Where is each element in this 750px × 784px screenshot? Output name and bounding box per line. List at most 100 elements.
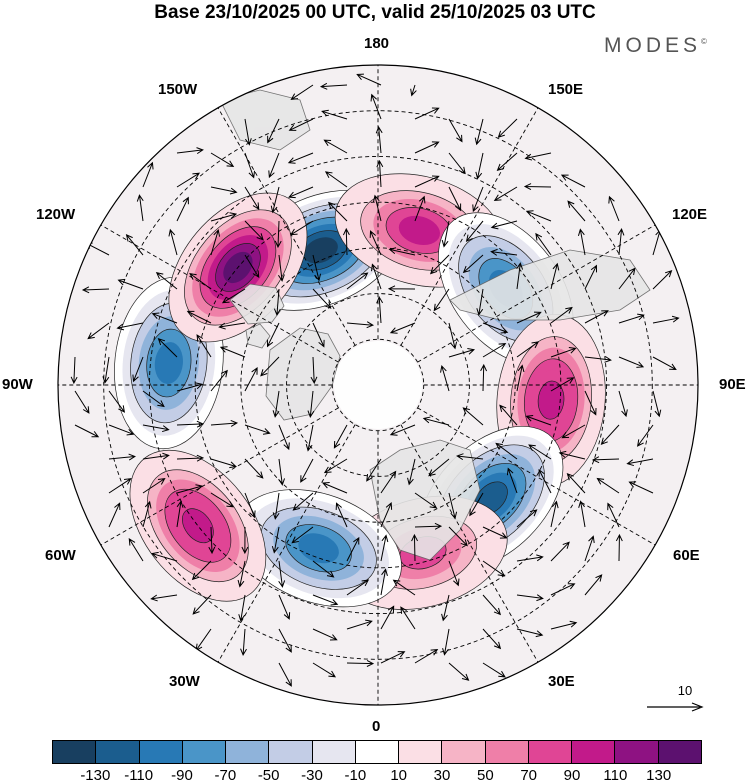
wind-arrow <box>323 458 348 474</box>
wind-arrow <box>189 272 212 290</box>
wind-arrow <box>550 262 560 290</box>
wind-arrow <box>241 526 249 555</box>
meridian-line <box>217 107 356 346</box>
wind-arrow <box>550 541 570 562</box>
wind-arrow <box>493 186 518 201</box>
wind-arrow <box>305 424 314 452</box>
meridian-line <box>417 224 656 363</box>
wind-arrow <box>538 468 552 494</box>
wind-arrow <box>310 356 318 385</box>
wind-arrow <box>474 118 484 146</box>
wind-arrow <box>525 414 552 426</box>
wind-arrow <box>596 477 620 494</box>
wind-arrow <box>370 93 382 120</box>
wind-arrow <box>490 248 518 256</box>
wind-arrow <box>267 118 280 144</box>
wind-arrow <box>186 310 212 324</box>
wind-arrow <box>600 424 620 446</box>
wind-arrow <box>155 272 178 290</box>
wind-arrow <box>560 174 586 188</box>
wind-arrow <box>277 254 285 282</box>
wind-arrow <box>287 152 314 164</box>
wind-arrow <box>615 533 623 562</box>
wind-arrow <box>525 210 552 222</box>
wind-arrow <box>448 662 470 681</box>
wind-arrow <box>448 526 468 547</box>
wind-arrow <box>584 574 603 596</box>
wind-arrow <box>372 194 382 222</box>
wind-arrow <box>618 313 645 324</box>
map-title: Base 23/10/2025 00 UTC, valid 25/10/2025… <box>154 2 596 23</box>
wind-arrow <box>210 458 237 469</box>
anomaly-contour <box>181 508 214 544</box>
wind-arrow <box>497 118 518 138</box>
wind-arrow <box>244 367 258 392</box>
wind-arrow <box>380 651 406 664</box>
wind-arrow <box>380 502 393 528</box>
colorbar-tick-label: 110 <box>603 767 628 784</box>
anomaly-contour <box>154 342 183 384</box>
wind-arrow <box>244 492 256 519</box>
wind-arrow <box>288 118 314 131</box>
wind-arrow <box>482 343 507 358</box>
wind-arrow <box>321 482 348 494</box>
wind-arrow <box>176 196 189 222</box>
wind-arrow <box>268 152 280 179</box>
wind-arrow <box>584 264 598 290</box>
colorbar-swatch <box>53 741 97 763</box>
wind-arrow <box>469 492 484 517</box>
wind-arrow <box>210 152 235 168</box>
wind-arrow <box>550 583 576 596</box>
wind-arrow <box>448 118 463 143</box>
colorbar-tick-label: -130 <box>80 767 111 784</box>
wind-arrow <box>292 492 314 511</box>
reference-vector-label: 10 <box>677 683 693 698</box>
wind-arrow <box>266 322 280 348</box>
meridian-line <box>217 424 356 663</box>
colorbar-swatch <box>139 741 183 763</box>
wind-arrow <box>271 526 280 554</box>
lon-label-150w: 150W <box>158 81 198 98</box>
wind-arrow <box>558 450 586 460</box>
anomaly-high-50W <box>129 449 267 602</box>
wind-arrow <box>528 444 552 460</box>
wind-arrow <box>346 579 370 596</box>
wind-arrow <box>142 500 152 528</box>
wind-arrow <box>636 424 654 447</box>
wind-arrow <box>312 322 325 348</box>
colorbar-swatch <box>312 741 356 763</box>
wind-arrow <box>319 82 348 90</box>
colorbar-tick-label: -10 <box>344 767 367 784</box>
lon-label-30e: 30E <box>548 673 575 690</box>
wind-arrow <box>176 484 204 494</box>
lon-label-120w: 120W <box>36 206 76 223</box>
lon-label-90e: 90E <box>719 376 746 393</box>
wind-arrow <box>218 322 246 330</box>
wind-arrow <box>652 315 680 324</box>
wind-arrow <box>312 662 337 678</box>
colorbar-tick-label: -30 <box>301 767 323 784</box>
wind-arrow <box>108 502 121 528</box>
wind-arrow <box>496 152 518 171</box>
meridian-line <box>400 107 539 346</box>
meridian-line <box>400 424 539 663</box>
anomaly-contour <box>537 380 565 420</box>
wind-arrow <box>652 269 673 290</box>
map-border <box>57 64 699 706</box>
wind-arrow <box>482 662 506 678</box>
wind-arrow <box>210 369 228 392</box>
latitude-circle <box>103 110 653 660</box>
pole-region <box>334 341 422 429</box>
wind-arrow <box>108 453 136 461</box>
wind-arrow <box>176 454 205 462</box>
wind-arrow <box>495 442 518 460</box>
colorbar-swatch <box>182 741 227 763</box>
wind-arrow <box>550 620 578 630</box>
colorbar-swatch <box>658 741 701 763</box>
wind-arrow <box>176 172 201 188</box>
wind-arrow <box>278 424 290 451</box>
wind-arrow <box>244 118 252 146</box>
land-siberia <box>449 249 651 321</box>
wind-arrow <box>577 228 586 256</box>
